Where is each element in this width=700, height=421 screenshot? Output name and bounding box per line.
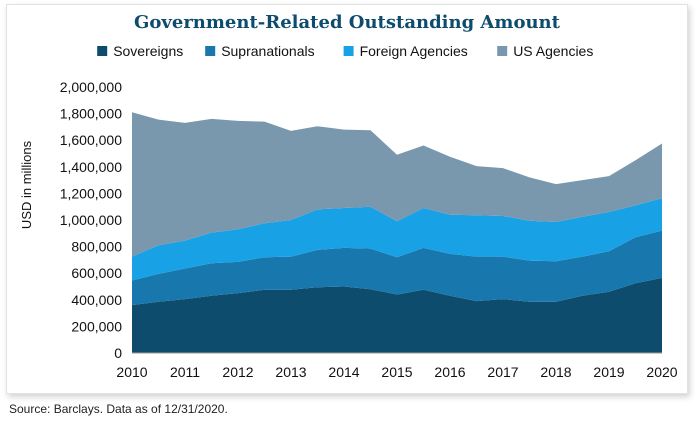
x-tick-label: 2016: [434, 364, 465, 380]
y-tick-label: 1,000,000: [60, 212, 122, 228]
axes: 0 200,000 400,000 600,000 800,000 1,000,000 1,…: [60, 79, 678, 380]
legend-label-sovereigns: Sovereigns: [113, 43, 183, 59]
legend-label-foreign-agencies: Foreign Agencies: [360, 43, 468, 59]
y-tick-label: 1,600,000: [60, 132, 122, 148]
x-tick-label: 2020: [646, 364, 677, 380]
y-tick-label: 200,000: [71, 318, 122, 334]
legend-swatch-foreign-agencies: [343, 46, 354, 56]
x-tick-label: 2018: [540, 364, 571, 380]
legend-label-supranationals: Supranationals: [221, 43, 314, 59]
area-sovereigns: [132, 277, 662, 353]
legend-swatch-sovereigns: [97, 46, 108, 56]
y-tick-label: 1,200,000: [60, 185, 122, 201]
source-note: Source: Barclays. Data as of 12/31/2020.: [9, 402, 228, 416]
y-tick-label: 2,000,000: [60, 79, 122, 95]
y-tick-label: 800,000: [71, 239, 122, 255]
legend-label-us-agencies: US Agencies: [513, 43, 593, 59]
plot-area: [132, 112, 662, 353]
x-tick-label: 2019: [593, 364, 624, 380]
chart-title: Government-Related Outstanding Amount: [134, 12, 561, 33]
x-tick-label: 2014: [328, 364, 359, 380]
x-tick-label: 2017: [487, 364, 518, 380]
x-tick-label: 2012: [222, 364, 253, 380]
chart-frame: Government-Related Outstanding Amount So…: [6, 4, 688, 394]
y-tick-label: 600,000: [71, 265, 122, 281]
chart: Government-Related Outstanding Amount So…: [19, 12, 678, 380]
y-axis-label: USD in millions: [19, 140, 34, 229]
y-tick-label: 0: [114, 345, 122, 361]
legend: Sovereigns Supranationals Foreign Agencies…: [97, 43, 593, 59]
area-us-agencies: [132, 112, 662, 257]
x-tick-label: 2010: [116, 364, 147, 380]
x-tick-label: 2011: [170, 364, 200, 380]
y-tick-label: 1,800,000: [60, 106, 122, 122]
legend-swatch-supranationals: [205, 46, 216, 56]
legend-swatch-us-agencies: [497, 46, 508, 56]
y-tick-label: 1,400,000: [60, 159, 122, 175]
x-tick-label: 2013: [275, 364, 306, 380]
y-tick-label: 400,000: [71, 292, 122, 308]
area-foreign-agencies: [132, 198, 662, 281]
x-tick-label: 2015: [381, 364, 412, 380]
area-supranationals: [132, 230, 662, 306]
